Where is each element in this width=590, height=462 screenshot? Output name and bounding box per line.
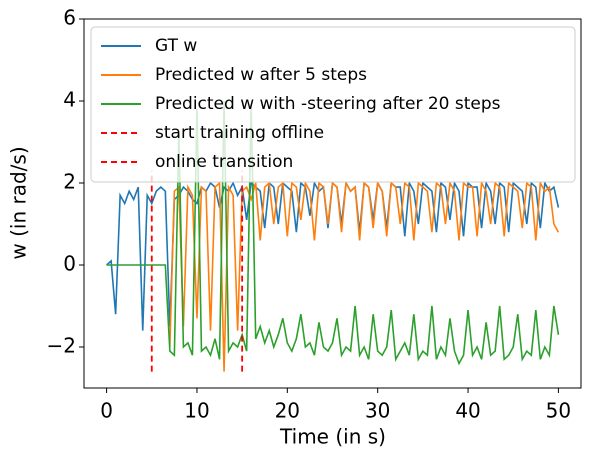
x-tick-label: 20 — [275, 399, 300, 423]
plot-frame — [83, 18, 582, 389]
legend-label: Predicted w with -steering after 20 step… — [155, 94, 501, 114]
x-tick-label: 10 — [184, 399, 209, 423]
legend-label: start training offline — [155, 123, 324, 143]
y-tick-label: 2 — [63, 170, 76, 194]
y-tick-label: 0 — [63, 252, 76, 276]
legend-label: GT w — [155, 36, 197, 56]
legend-box — [90, 26, 576, 183]
y-tick-label: 4 — [63, 88, 76, 112]
legend: GT w Predicted w after 5 steps Predicted w… — [90, 26, 576, 183]
x-tick-label: 40 — [455, 399, 480, 423]
legend-label: Predicted w after 5 steps — [155, 65, 367, 85]
x-axis-label: Time (in s) — [279, 425, 386, 449]
y-axis-label: w (in rad/s) — [7, 146, 31, 259]
series-line — [169, 180, 560, 372]
x-tick-label: 0 — [100, 399, 113, 423]
x-tick-label: 30 — [365, 399, 390, 423]
y-tick-label: 6 — [63, 6, 76, 30]
legend-label: online transition — [155, 152, 293, 172]
y-tick-label: −2 — [47, 334, 76, 358]
series-line — [106, 100, 560, 366]
x-tick-label: 50 — [546, 399, 571, 423]
